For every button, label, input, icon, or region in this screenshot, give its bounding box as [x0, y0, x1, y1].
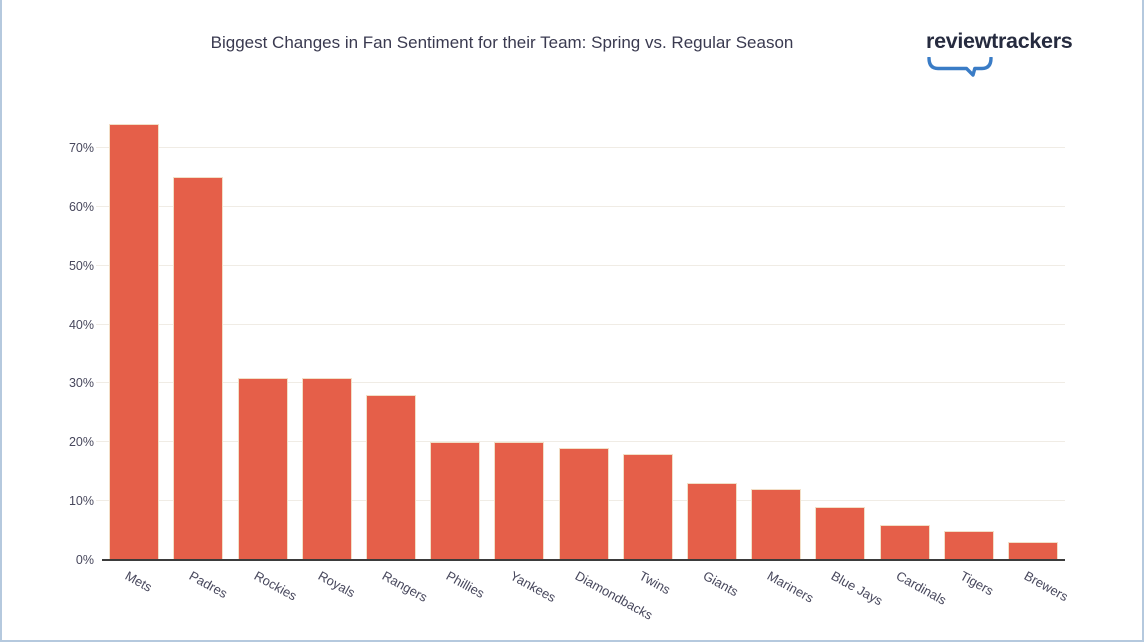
x-label-phillies: Phillies — [443, 568, 488, 602]
x-axis-line — [102, 559, 1065, 561]
reviewtrackers-logo: reviewtrackers — [926, 29, 1088, 77]
bar-blue-jays[interactable] — [815, 507, 866, 560]
bar-cardinals[interactable] — [879, 524, 930, 560]
x-label-cardinals: Cardinals — [893, 568, 949, 608]
gridline — [96, 205, 1065, 207]
bar-rangers[interactable] — [365, 395, 416, 560]
x-label-rangers: Rangers — [379, 568, 430, 605]
x-label-yankees: Yankees — [508, 568, 559, 606]
bar-tigers[interactable] — [943, 530, 994, 560]
plot-area — [96, 0, 1065, 560]
gridline — [96, 382, 1065, 384]
y-tick-label-40: 40% — [68, 317, 94, 332]
bar-giants[interactable] — [686, 483, 737, 560]
y-tick-label-50: 50% — [68, 258, 94, 273]
y-tick-label-60: 60% — [68, 199, 94, 214]
y-tick-label-0: 0% — [75, 553, 94, 567]
x-label-twins: Twins — [636, 568, 673, 598]
bar-mets[interactable] — [109, 124, 160, 560]
bar-phillies[interactable] — [430, 442, 481, 560]
speech-bubble-icon — [927, 57, 993, 77]
bar-rockies[interactable] — [237, 377, 288, 560]
gridline — [96, 146, 1065, 148]
logo-text: reviewtrackers — [926, 29, 1073, 53]
x-label-rockies: Rockies — [251, 568, 299, 604]
bar-brewers[interactable] — [1007, 542, 1058, 560]
y-tick-label-20: 20% — [68, 435, 94, 450]
bar-royals[interactable] — [301, 377, 352, 560]
x-label-blue-jays: Blue Jays — [829, 568, 886, 609]
x-label-royals: Royals — [315, 568, 358, 601]
y-tick-label-30: 30% — [68, 376, 94, 391]
bar-twins[interactable] — [622, 454, 673, 560]
bar-padres[interactable] — [173, 177, 224, 560]
y-tick-label-70: 70% — [68, 140, 94, 155]
bar-diamondbacks[interactable] — [558, 448, 609, 560]
x-label-brewers: Brewers — [1021, 568, 1071, 605]
bar-mariners[interactable] — [751, 489, 802, 560]
bar-yankees[interactable] — [494, 442, 545, 560]
gridline — [96, 264, 1065, 266]
x-label-tigers: Tigers — [957, 568, 996, 599]
y-tick-label-10: 10% — [68, 494, 94, 509]
chart-title: Biggest Changes in Fan Sentiment for the… — [210, 33, 794, 52]
x-label-mariners: Mariners — [764, 568, 817, 606]
x-label-mets: Mets — [122, 568, 155, 595]
x-label-giants: Giants — [700, 568, 741, 600]
x-label-padres: Padres — [187, 568, 231, 602]
gridline — [96, 441, 1065, 443]
gridline — [96, 323, 1065, 325]
